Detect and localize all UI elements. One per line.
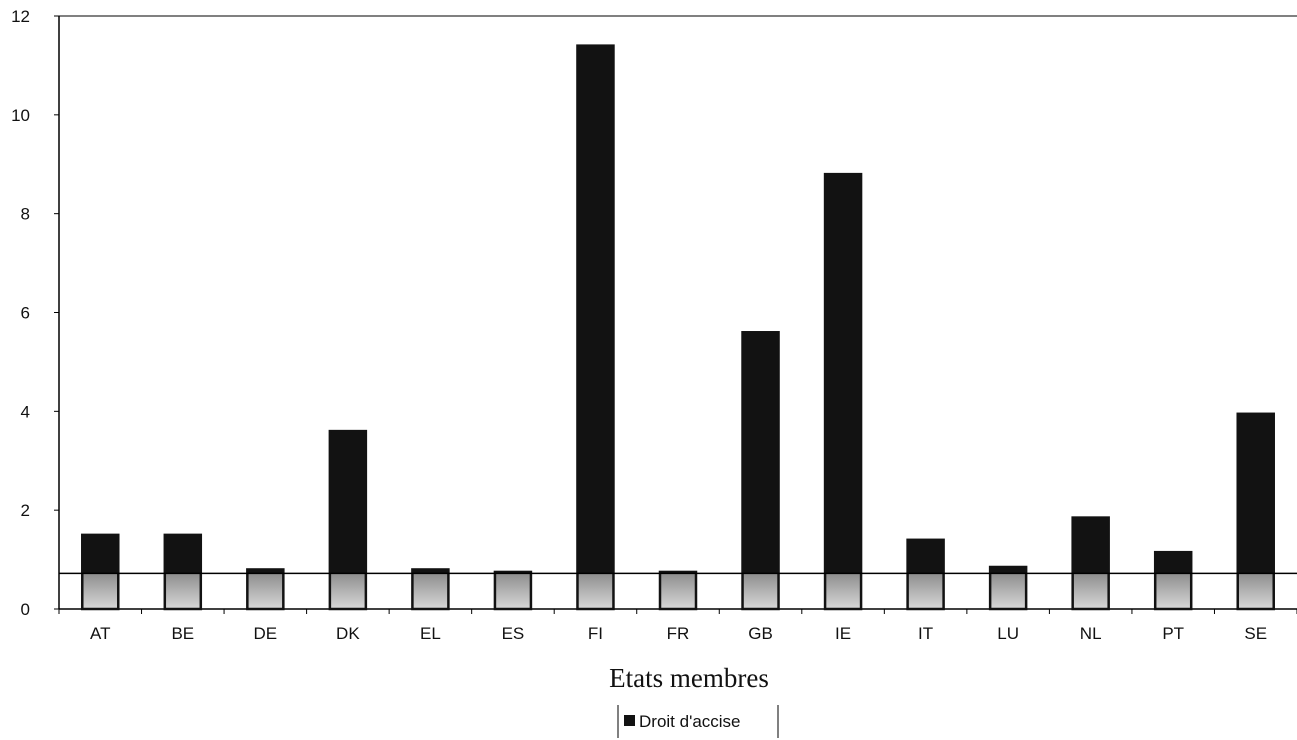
- x-tick-label: ES: [502, 624, 525, 643]
- bar-outline: [411, 568, 450, 611]
- x-tick-label: PT: [1162, 624, 1184, 643]
- y-tick-label: 4: [21, 402, 30, 421]
- bar-it: [906, 538, 945, 611]
- bar-upper-segment: [329, 431, 366, 574]
- bar-es: [493, 570, 533, 611]
- bar-lower-segment: [1155, 573, 1192, 609]
- x-tick-label: AT: [90, 624, 110, 643]
- bar-outline: [1071, 516, 1110, 611]
- bar-lower-segment: [1072, 573, 1109, 609]
- bar-upper-segment: [907, 539, 944, 574]
- bar-upper-segment: [742, 332, 779, 574]
- x-tick-label: NL: [1080, 624, 1102, 643]
- x-tick-label: FI: [588, 624, 603, 643]
- bar-lower-segment: [742, 573, 779, 609]
- bar-nl: [1071, 516, 1110, 611]
- bar-fr: [658, 570, 698, 611]
- bar-el: [411, 568, 450, 611]
- x-tick-label: FR: [667, 624, 690, 643]
- bar-lower-segment: [329, 573, 366, 609]
- bar-se: [1236, 412, 1275, 611]
- x-tick-label: EL: [420, 624, 441, 643]
- bar-lower-segment: [907, 573, 944, 609]
- y-tick-label: 8: [21, 205, 30, 224]
- bar-lower-segment: [825, 573, 862, 609]
- x-tick-label: DE: [254, 624, 278, 643]
- bar-pt: [1153, 550, 1193, 611]
- bar-outline: [1153, 550, 1193, 611]
- bar-de: [246, 568, 285, 611]
- bar-outline: [163, 533, 203, 611]
- y-tick-label: 10: [11, 106, 30, 125]
- x-tick-label: IT: [918, 624, 933, 643]
- y-tick-label: 12: [11, 7, 30, 26]
- bar-lower-segment: [164, 573, 201, 609]
- y-tick-label: 0: [21, 600, 30, 619]
- x-tick-label: BE: [171, 624, 194, 643]
- bar-outline: [493, 570, 533, 611]
- bar-outline: [906, 538, 945, 611]
- x-tick-label: SE: [1244, 624, 1267, 643]
- bar-lower-segment: [1237, 573, 1274, 609]
- bar-outline: [246, 568, 285, 611]
- bar-upper-segment: [990, 566, 1027, 574]
- bar-upper-segment: [247, 569, 284, 574]
- legend: Droit d'accise: [617, 705, 779, 738]
- legend-label: Droit d'accise: [639, 712, 741, 731]
- bar-outline: [328, 429, 368, 611]
- bar-ie: [823, 172, 863, 611]
- bar-upper-segment: [412, 569, 449, 574]
- bar-outline: [988, 565, 1028, 611]
- y-tick-label: 6: [21, 304, 30, 323]
- bar-lower-segment: [990, 573, 1027, 609]
- bar-gb: [741, 331, 780, 611]
- bar-upper-segment: [82, 534, 119, 574]
- bar-fi: [576, 44, 615, 611]
- bar-outline: [741, 331, 780, 611]
- x-tick-label: DK: [336, 624, 360, 643]
- bar-outline: [1236, 412, 1275, 611]
- x-tick-label: LU: [997, 624, 1019, 643]
- bar-upper-segment: [1155, 552, 1192, 574]
- bar-be: [163, 533, 203, 611]
- legend-swatch: [624, 715, 635, 726]
- bar-lower-segment: [660, 573, 696, 609]
- bar-outline: [658, 570, 698, 611]
- bar-lower-segment: [577, 573, 614, 609]
- bar-dk: [328, 429, 368, 611]
- bar-outline: [81, 533, 120, 611]
- bar-lower-segment: [494, 573, 531, 609]
- bar-upper-segment: [577, 45, 614, 574]
- bar-upper-segment: [1237, 413, 1274, 574]
- bar-upper-segment: [825, 174, 862, 574]
- bar-lower-segment: [412, 573, 449, 609]
- y-tick-label: 2: [21, 501, 30, 520]
- x-axis-label: Etats membres: [609, 663, 769, 693]
- bar-lower-segment: [82, 573, 119, 609]
- x-tick-label: IE: [835, 624, 851, 643]
- bar-outline: [576, 44, 615, 611]
- bar-at: [81, 533, 120, 611]
- bar-upper-segment: [1072, 517, 1109, 574]
- bar-outline: [823, 172, 863, 611]
- bar-lu: [988, 565, 1028, 611]
- bar-lower-segment: [247, 573, 284, 609]
- x-tick-label: GB: [748, 624, 773, 643]
- bar-upper-segment: [164, 534, 201, 574]
